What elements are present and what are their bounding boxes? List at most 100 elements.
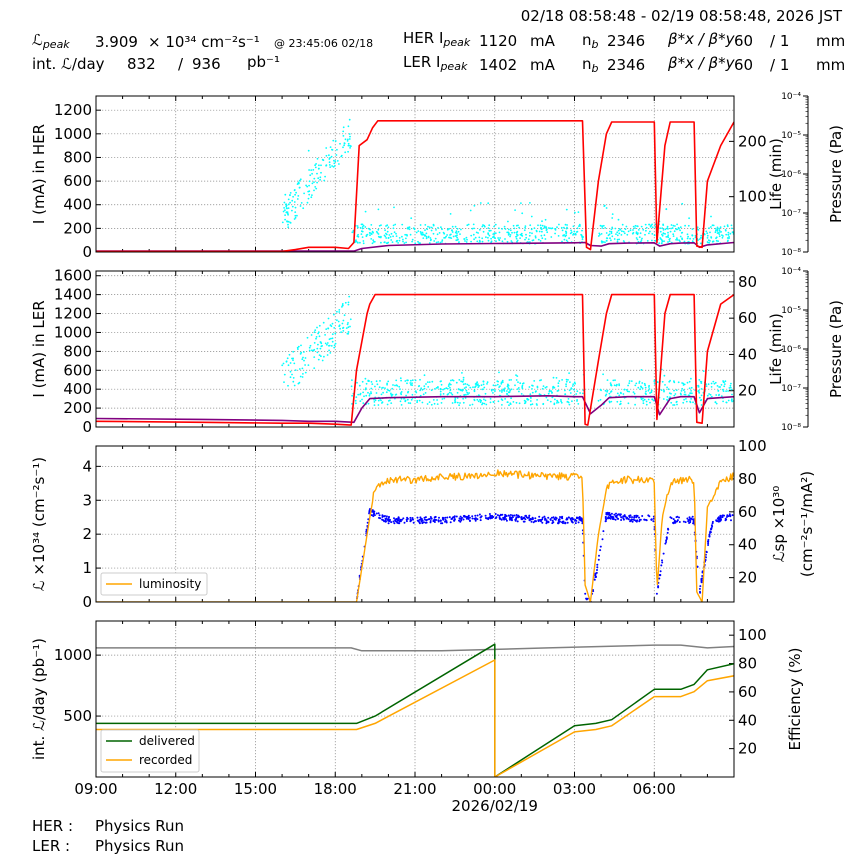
lifetime-point (451, 393, 454, 396)
lifetime-point (442, 231, 445, 234)
lifetime-point (572, 232, 575, 235)
lifetime-point (320, 164, 322, 167)
lifetime-point (425, 235, 428, 238)
lifetime-point (308, 193, 311, 196)
specific-lum-point (441, 516, 444, 519)
lifetime-scatter (281, 118, 734, 245)
y2-tick-label: 20 (738, 740, 757, 758)
int-lum-unit: pb⁻¹ (247, 53, 280, 71)
y-axis-label: int. ℒ/day (pb⁻¹) (30, 638, 48, 760)
lifetime-point (569, 232, 572, 235)
specific-lum-point (379, 517, 382, 520)
lifetime-point (636, 233, 639, 236)
lifetime-point (294, 211, 297, 214)
lifetime-point (579, 225, 581, 227)
specific-lum-point (724, 517, 727, 520)
lifetime-point (426, 381, 429, 383)
lifetime-point (722, 390, 725, 392)
lifetime-point (647, 398, 650, 401)
specific-lum-point (463, 515, 466, 518)
lifetime-point (644, 223, 647, 226)
lifetime-point (419, 378, 421, 381)
lifetime-point (536, 386, 539, 389)
specific-lum-point (467, 514, 470, 517)
specific-lum-point (638, 518, 641, 521)
lifetime-point (628, 390, 630, 393)
lifetime-point (317, 358, 320, 361)
lifetime-point (308, 346, 311, 349)
int-lum-label: int. ℒ/day (32, 55, 105, 73)
lifetime-point (581, 235, 583, 238)
lifetime-point (398, 385, 401, 388)
lifetime-point (446, 393, 449, 396)
specific-lum-point (710, 528, 713, 531)
lifetime-point (451, 231, 454, 233)
lifetime-point (344, 151, 347, 154)
footer: HER : Physics Run LER : Physics Run (32, 817, 184, 855)
lifetime-point (712, 224, 715, 227)
specific-lum-point (434, 516, 437, 519)
specific-lum-point (564, 521, 567, 524)
lifetime-point (644, 233, 646, 236)
specific-lum-point (599, 549, 602, 552)
specific-lum-point (584, 592, 587, 595)
lifetime-point (635, 231, 638, 234)
specific-lum-point (596, 569, 598, 571)
specific-lum-point (605, 512, 608, 514)
lifetime-point (670, 401, 673, 404)
lifetime-point (456, 391, 459, 394)
legend-box (100, 572, 208, 596)
ler-nb-value: 2346 (607, 56, 645, 74)
lifetime-point (399, 392, 402, 394)
lifetime-point (539, 379, 541, 382)
her-beta-label: β*x / β*y (667, 30, 736, 48)
lifetime-point (638, 382, 641, 384)
specific-lum-point (476, 514, 479, 517)
specific-lum-point (471, 515, 474, 518)
lifetime-point (518, 226, 520, 229)
y-tick-label: 1200 (54, 305, 92, 323)
lifetime-point (340, 331, 342, 334)
lifetime-point (364, 226, 367, 228)
lifetime-point (331, 340, 334, 343)
lifetime-point (391, 387, 394, 390)
lifetime-point (485, 403, 488, 406)
lifetime-point (725, 233, 728, 236)
y2-tick-label: 20 (738, 569, 757, 587)
lifetime-point (473, 227, 475, 230)
lifetime-point (540, 234, 543, 237)
lifetime-point (328, 161, 331, 164)
specific-lum-point (385, 515, 388, 518)
lifetime-point (667, 231, 669, 234)
specific-lum-point (520, 518, 523, 521)
lifetime-point (465, 386, 467, 389)
lifetime-point (451, 229, 453, 232)
specific-lum-point (672, 518, 675, 521)
specific-lum-point (532, 521, 535, 524)
lifetime-point (336, 319, 338, 322)
lifetime-point (384, 387, 386, 389)
lifetime-point (666, 396, 669, 398)
lifetime-point (473, 204, 476, 207)
specific-lum-point (459, 517, 461, 520)
lifetime-point (436, 233, 439, 236)
lifetime-point (404, 399, 407, 402)
lifetime-point (621, 223, 624, 226)
lifetime-point (371, 242, 374, 245)
lifetime-point (362, 402, 365, 404)
lifetime-point (394, 384, 396, 387)
lifetime-point (316, 172, 318, 175)
lifetime-point (454, 398, 457, 401)
lifetime-point (605, 239, 608, 242)
lifetime-point (456, 401, 459, 404)
lifetime-point (715, 239, 718, 242)
lifetime-point (281, 221, 284, 224)
lifetime-point (690, 386, 693, 389)
lifetime-point (670, 227, 672, 230)
specific-lum-point (643, 518, 646, 521)
lifetime-point (347, 138, 349, 141)
specific-lum-point (631, 516, 633, 519)
lifetime-point (536, 399, 538, 401)
svg-text:ℒpeak: ℒpeak (32, 31, 70, 51)
lifetime-point (303, 359, 305, 362)
